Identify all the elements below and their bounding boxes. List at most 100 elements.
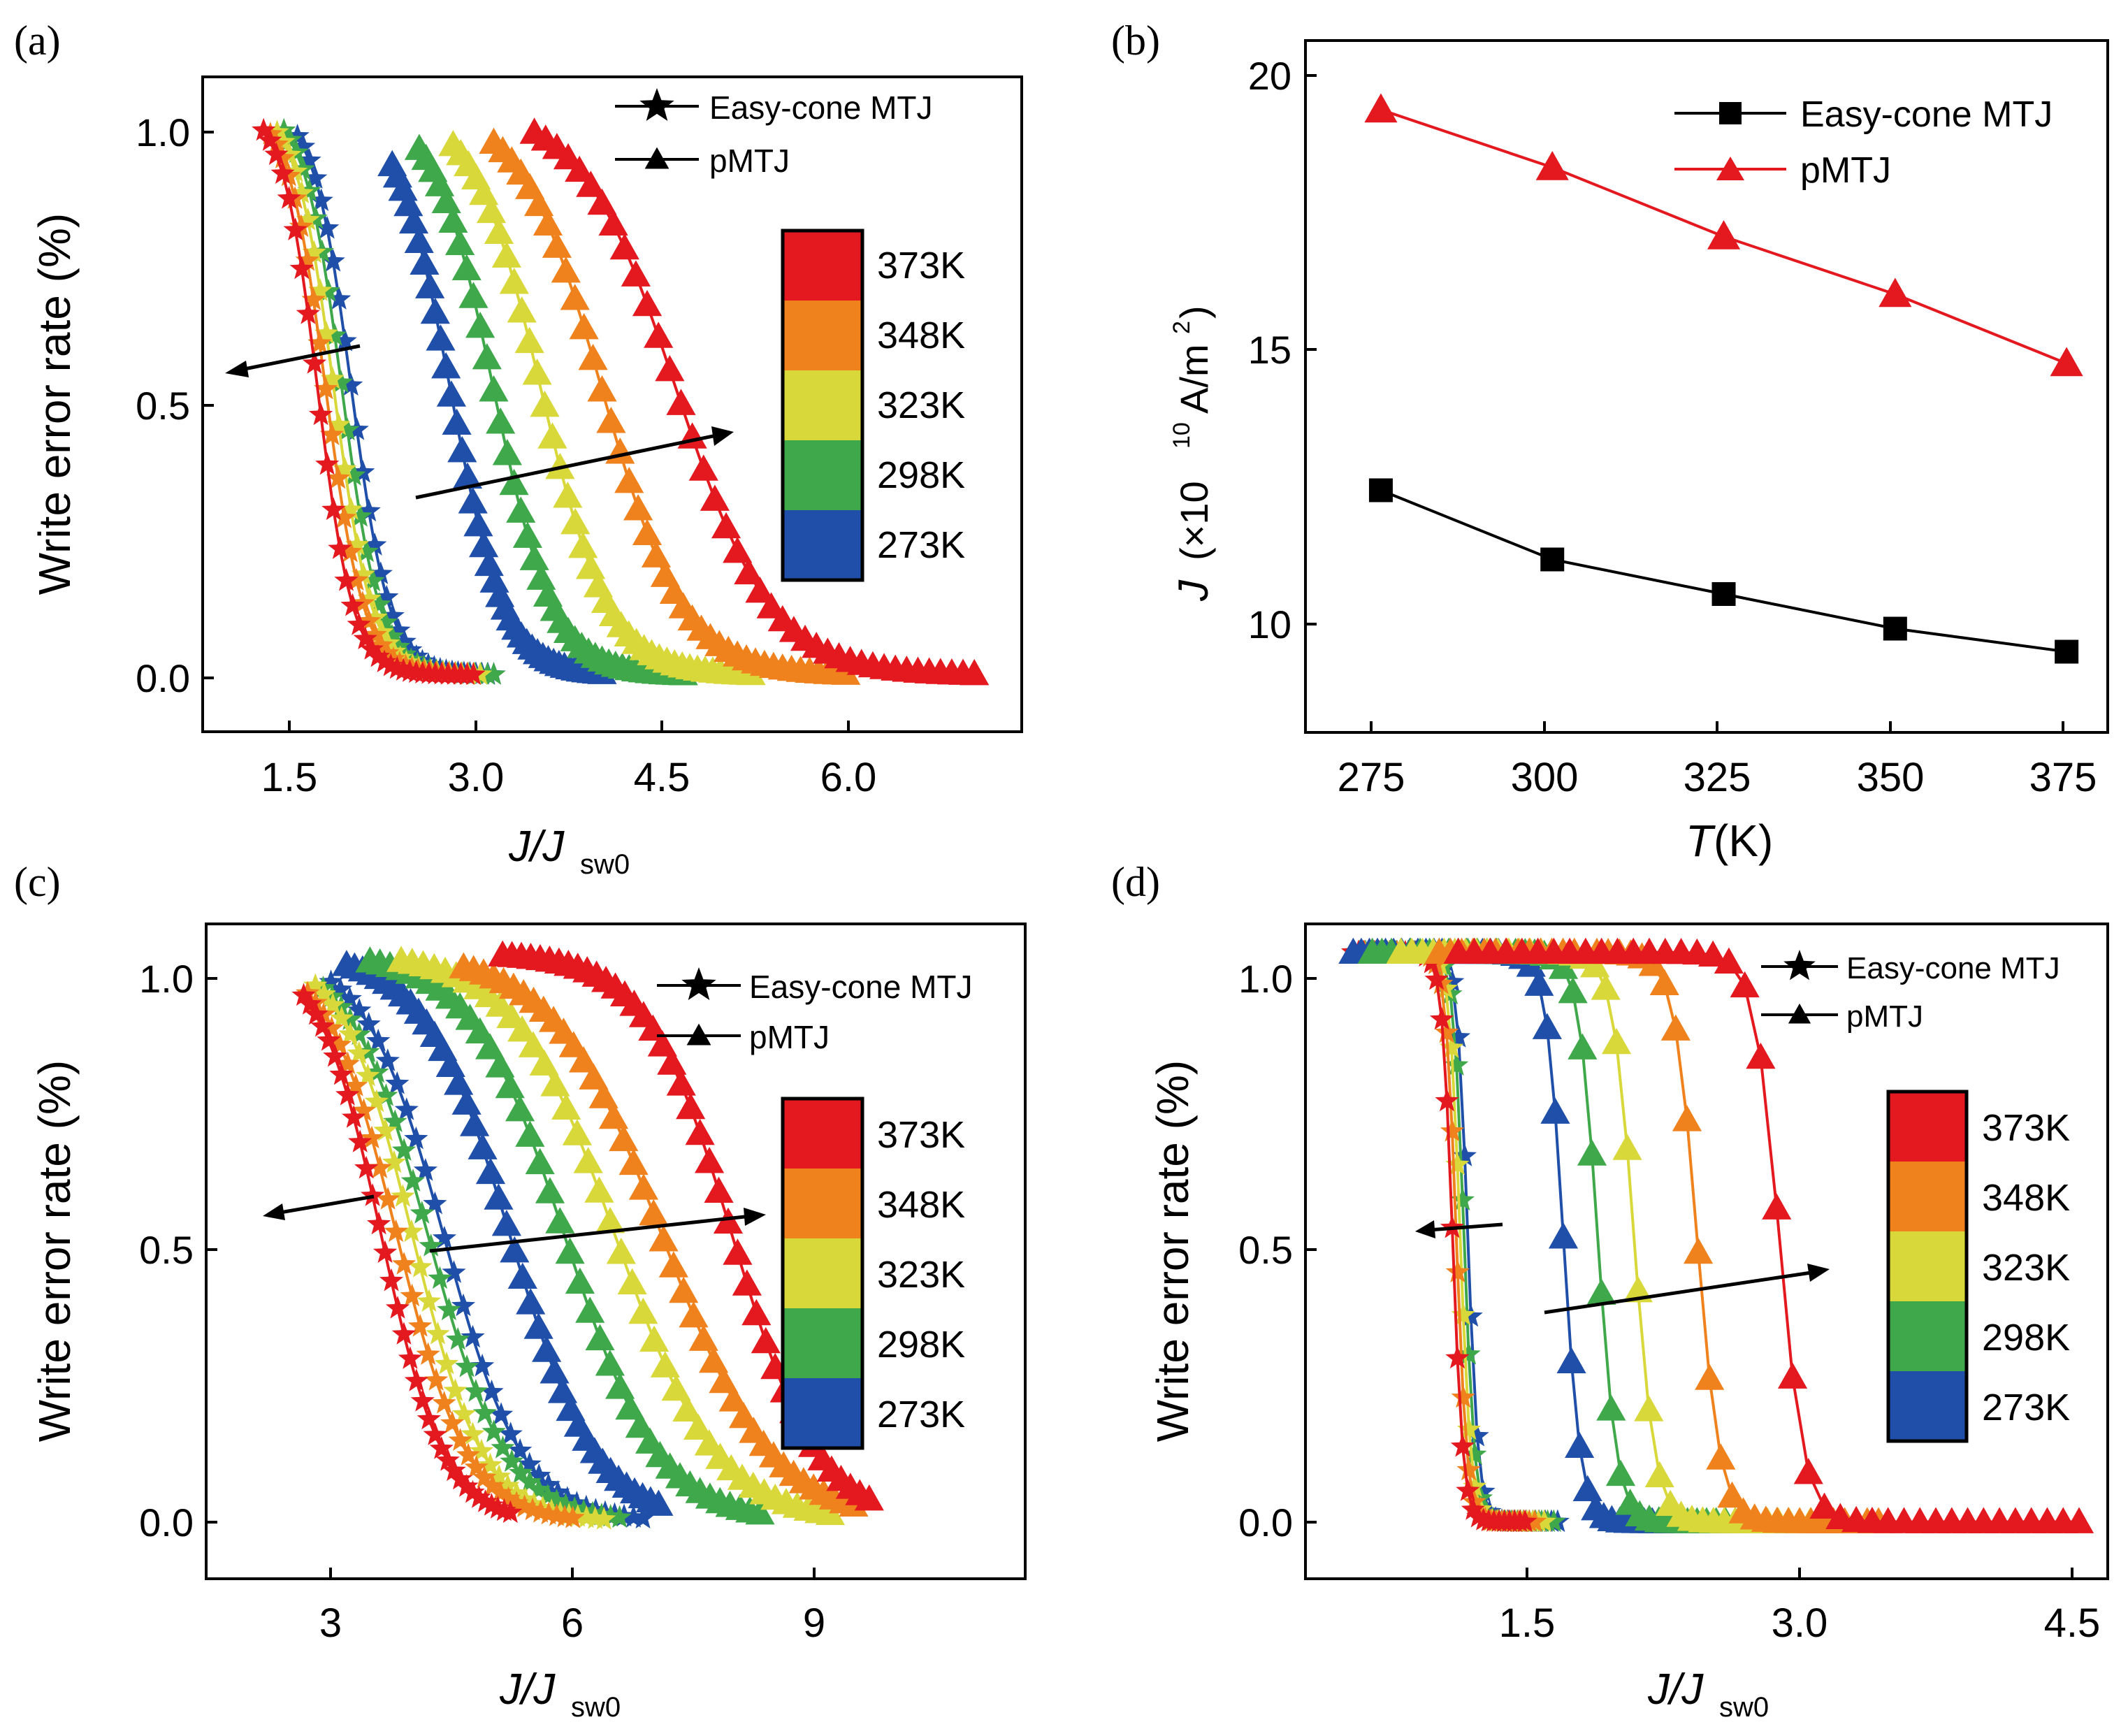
panel-a-data-point [270,145,295,168]
panel-a-data-point [367,592,391,615]
panel-c-data-point [454,1474,479,1497]
panel-a-data-point [308,278,333,301]
panel-a-data-point [327,287,352,310]
panel-c-data-point [679,1301,709,1328]
panel-a-data-point [393,642,417,665]
panel-a-data-point [410,248,440,275]
panel-c-data-point [598,1102,629,1129]
panel-b-data-point [1368,478,1393,502]
panel-d-data-point [1540,1097,1570,1124]
colorbar-label: 348K [1982,1177,2070,1219]
panel-b-xtick: 350 [1857,755,1925,800]
panel-a-data-point [458,487,488,514]
colorbar-label: 373K [877,245,965,287]
panel-a-data-point [264,142,289,165]
panel-a-data-point [666,389,696,415]
panel-a-data-point [354,539,379,563]
panel-a-data-point [326,465,350,489]
panel-c-data-point [321,992,345,1015]
panel-c-xtick: 9 [803,1600,825,1646]
panel-a-arrowhead-right [711,426,734,446]
panel-a-data-point [372,649,397,672]
svg-text:J: J [1170,579,1217,602]
panel-a-x-ticks: 1.5 3.0 4.5 6.0 [261,721,876,800]
panel-a-xlabel: J/J [508,823,565,871]
panel-c-data-point [475,1157,506,1185]
panel-c-data-point [489,1402,514,1425]
panel-a-data-point [314,376,338,400]
panel-a-data-point [479,375,509,402]
panel-c-data-point [695,1147,725,1173]
colorbar-label: 298K [877,1324,965,1366]
panel-a-ytick: 0.0 [136,656,190,700]
panel-c-data-point [639,1199,669,1226]
panel-a-data-point [711,512,741,539]
panel-a-data-point [447,435,477,463]
panel-c-data-point [376,1187,400,1210]
panel-a-data-point [632,289,663,317]
panel-c-data-point [461,1422,485,1445]
panel-a-data-point [426,324,456,351]
svg-text:Easy-cone MTJ: Easy-cone MTJ [1800,94,2053,135]
panel-c-data-point [487,1464,512,1487]
panel-a-data-point [507,296,537,323]
panel-b-data-point [1711,582,1736,606]
panel-a-data-point [392,629,417,652]
panel-c-data-point [482,1419,506,1442]
panel-a-data-point [309,188,333,211]
panel-a-data-point [623,494,653,521]
panel-a-data-point [322,323,347,346]
panel-d-data-point [2064,1507,2094,1533]
panel-d-legend-pmtj: pMTJ [1761,999,1923,1034]
panel-a-data-point [301,287,326,310]
panel-a-data-point [436,380,466,407]
panel-a-data-point [302,351,327,374]
panel-c-data-point [382,1150,406,1173]
panel-d-data-point [1548,1222,1579,1249]
panel-c-data-point [360,1125,384,1149]
panel-c-data-point [400,1283,424,1307]
panel-c-data-point [516,1288,546,1315]
panel-b-data [1364,93,2083,664]
panel-d-label: (d) [1111,859,1160,905]
panel-c-data-point [498,1422,523,1445]
panel-a-legend: Easy-cone MTJ pMTJ [615,88,933,179]
panel-d-data-point [1565,1431,1595,1459]
panel-d-series-line [1353,950,1526,1524]
panel-c-data-point [426,1322,450,1345]
panel-d-xlabel-sub: sw0 [1719,1692,1769,1723]
panel-a-data-point [596,407,626,433]
panel-c-arrowhead-right [744,1208,766,1226]
panel-c-data-point [854,1484,884,1511]
panel-d-data-point [1446,1025,1471,1048]
panel-c-data-point [342,1105,366,1128]
panel-c-data-point [536,1473,560,1496]
panel-a-data-point [568,531,598,558]
panel-c-data-point [456,1442,481,1466]
panel-b-xlabel-unit: (K) [1714,816,1773,866]
panel-c-data-point [429,1436,454,1459]
panel-a-data-point [677,422,707,449]
colorbar-label: 273K [1982,1387,2070,1428]
panel-c-data-point [416,1342,440,1365]
panel-a-data-point [587,188,617,215]
panel-a-data-point [537,422,567,449]
panel-c-data-point [615,1393,645,1420]
panel-d-data-point [1556,1347,1586,1373]
panel-d-data-point [1580,950,1610,978]
panel-a-data-point [319,422,344,445]
panel-a-xtick: 1.5 [261,755,318,800]
panel-c-legend-pmtj: pMTJ [657,1019,830,1055]
panel-d-colorbar: 373K 348K 323K 298K 273K [1886,1090,2070,1443]
panel-a-data-point [321,249,345,272]
panel-d-frame [1304,923,2109,1580]
svg-text:(×10: (×10 [1172,481,1216,560]
panel-c-data-point [442,1458,466,1482]
panel-d-data-point [1809,1492,1839,1519]
panel-c-arrowhead-left [263,1203,285,1220]
panel-d-data-point [1451,1384,1475,1408]
panel-c-data-point [440,1410,465,1434]
panel-c-data-point [694,1429,724,1456]
colorbar-373 [783,1099,862,1169]
svg-text:pMTJ: pMTJ [749,1019,830,1055]
